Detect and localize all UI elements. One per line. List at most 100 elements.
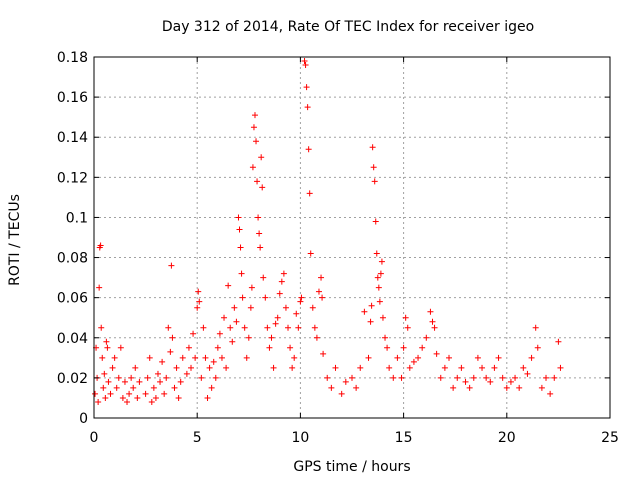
data-point bbox=[398, 374, 405, 381]
data-point bbox=[361, 308, 368, 315]
data-point bbox=[204, 394, 211, 401]
data-point bbox=[390, 374, 397, 381]
data-point bbox=[369, 144, 376, 151]
data-point bbox=[483, 374, 490, 381]
y-tick-label: 0.14 bbox=[57, 130, 88, 146]
data-point bbox=[419, 344, 426, 351]
data-point bbox=[328, 384, 335, 391]
data-point bbox=[159, 358, 166, 365]
data-point bbox=[516, 384, 523, 391]
data-point bbox=[378, 258, 385, 265]
data-point bbox=[458, 364, 465, 371]
data-point bbox=[233, 318, 240, 325]
data-point bbox=[274, 314, 281, 321]
data-point bbox=[245, 334, 252, 341]
data-point bbox=[210, 358, 217, 365]
data-point bbox=[102, 394, 109, 401]
data-point bbox=[248, 284, 255, 291]
data-point bbox=[499, 374, 506, 381]
data-point bbox=[557, 364, 564, 371]
y-tick-label: 0.12 bbox=[57, 170, 88, 186]
data-point bbox=[319, 294, 326, 301]
data-point bbox=[144, 374, 151, 381]
data-point bbox=[547, 390, 554, 397]
data-point bbox=[208, 384, 215, 391]
data-point bbox=[98, 324, 105, 331]
y-tick-label: 0.16 bbox=[57, 90, 88, 106]
data-point bbox=[370, 164, 377, 171]
data-point bbox=[289, 364, 296, 371]
data-point bbox=[92, 390, 99, 397]
data-point bbox=[254, 178, 261, 185]
data-point bbox=[353, 384, 360, 391]
data-point bbox=[276, 290, 283, 297]
data-point bbox=[132, 364, 139, 371]
data-point bbox=[309, 304, 316, 311]
data-point bbox=[374, 274, 381, 281]
data-point bbox=[520, 364, 527, 371]
data-point bbox=[231, 304, 238, 311]
data-point bbox=[551, 374, 558, 381]
data-point bbox=[202, 354, 209, 361]
data-point bbox=[324, 374, 331, 381]
data-point bbox=[307, 250, 314, 257]
data-point bbox=[251, 112, 258, 119]
data-point bbox=[163, 374, 170, 381]
data-point bbox=[470, 374, 477, 381]
data-point bbox=[101, 370, 108, 377]
data-point bbox=[306, 190, 313, 197]
data-point bbox=[188, 364, 195, 371]
data-point bbox=[320, 350, 327, 357]
data-point bbox=[259, 184, 266, 191]
x-tick-label: 25 bbox=[601, 430, 619, 446]
data-point bbox=[423, 334, 430, 341]
data-point bbox=[161, 390, 168, 397]
y-tick-label: 0.18 bbox=[57, 50, 88, 66]
data-point bbox=[218, 354, 225, 361]
data-point bbox=[169, 334, 176, 341]
data-point bbox=[349, 374, 355, 381]
data-point bbox=[103, 338, 110, 345]
data-point bbox=[404, 324, 411, 331]
data-point bbox=[249, 164, 256, 171]
data-point bbox=[495, 354, 502, 361]
data-point bbox=[305, 146, 312, 153]
data-point bbox=[270, 364, 277, 371]
data-point bbox=[256, 230, 263, 237]
data-point bbox=[165, 324, 172, 331]
data-point bbox=[148, 398, 155, 405]
data-point bbox=[437, 374, 444, 381]
data-point bbox=[134, 394, 141, 401]
data-point bbox=[250, 124, 257, 131]
data-point bbox=[287, 344, 294, 351]
data-point bbox=[524, 370, 531, 377]
chart-title: Day 312 of 2014, Rate Of TEC Index for r… bbox=[162, 19, 534, 35]
data-point bbox=[512, 374, 519, 381]
data-point bbox=[342, 378, 349, 385]
data-point bbox=[262, 294, 269, 301]
x-tick-label: 10 bbox=[291, 430, 309, 446]
data-point bbox=[243, 354, 250, 361]
data-point bbox=[503, 384, 510, 391]
data-point bbox=[241, 324, 248, 331]
data-point bbox=[194, 304, 201, 311]
data-point bbox=[367, 318, 374, 325]
y-tick-label: 0.08 bbox=[57, 251, 88, 267]
data-point bbox=[146, 354, 153, 361]
data-point bbox=[96, 284, 103, 291]
data-point bbox=[192, 354, 199, 361]
data-point bbox=[157, 378, 164, 385]
data-point bbox=[427, 308, 434, 315]
data-point bbox=[454, 374, 461, 381]
data-point bbox=[190, 330, 197, 337]
grid-lines bbox=[94, 57, 610, 418]
data-point bbox=[152, 394, 159, 401]
data-point bbox=[282, 304, 289, 311]
data-point bbox=[376, 298, 383, 305]
data-point bbox=[538, 384, 545, 391]
data-point bbox=[377, 270, 384, 277]
data-point bbox=[216, 330, 223, 337]
y-tick-label: 0 bbox=[79, 411, 88, 427]
plot-frame bbox=[93, 56, 611, 419]
